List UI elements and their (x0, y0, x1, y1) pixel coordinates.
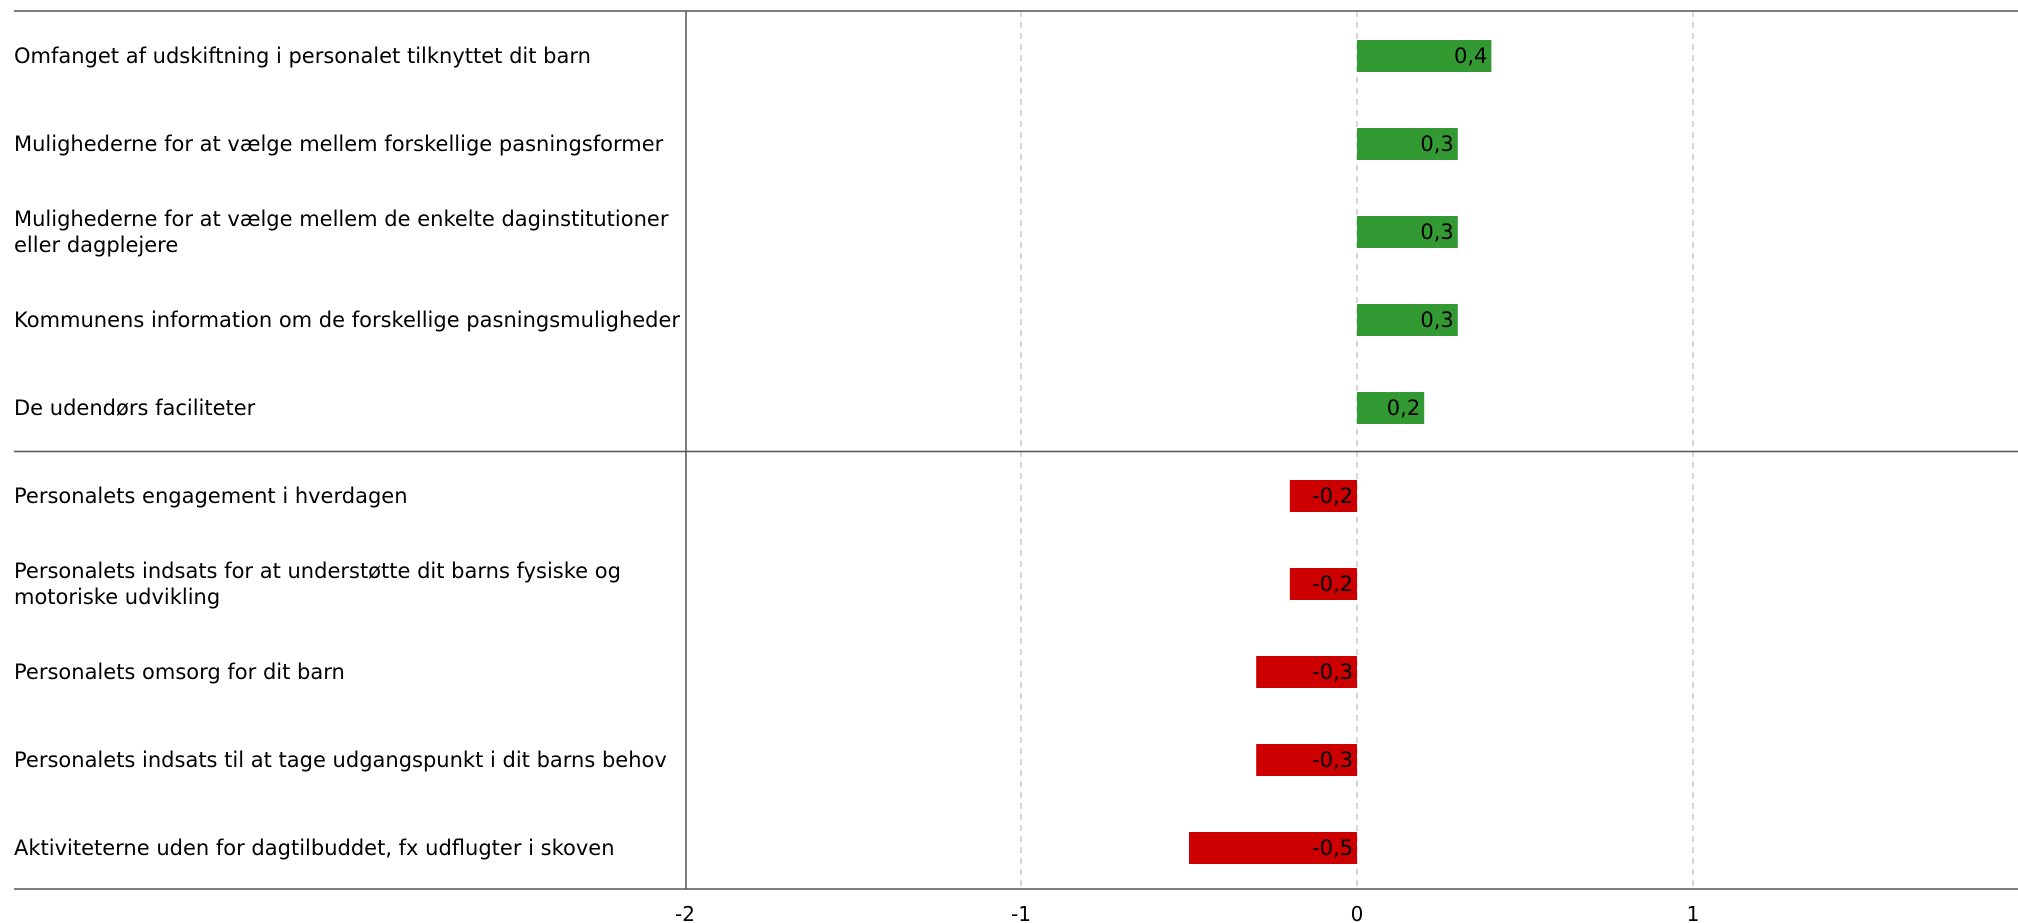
bar-value-label: -0,2 (1312, 484, 1353, 508)
category-label: Kommunens information om de forskellige … (14, 308, 681, 332)
bars (1189, 40, 1492, 864)
category-label: Personalets indsats for at understøtte d… (14, 559, 621, 609)
category-label: Mulighederne for at vælge mellem forskel… (14, 132, 664, 156)
category-label: Personalets omsorg for dit barn (14, 660, 345, 684)
bar (1357, 40, 1492, 72)
x-tick-label: -2 (675, 902, 695, 923)
bar (1357, 392, 1425, 424)
bar (1289, 568, 1357, 600)
category-label: Omfanget af udskiftning i personalet til… (14, 44, 591, 68)
bar (1256, 656, 1357, 688)
value-labels: 0,4 0,3 0,3 0,3 0,2 -0,2 -0,2 -0,3 -0,3 -0,5 (1312, 44, 1487, 860)
x-tick-label: -1 (1011, 902, 1031, 923)
category-label: Aktiviteterne uden for dagtilbuddet, fx … (14, 836, 615, 860)
bar-value-label: 0,2 (1387, 396, 1420, 420)
chart-frame (14, 10, 2018, 890)
category-label: Personalets indsats til at tage udgangsp… (14, 748, 667, 772)
bar (1357, 128, 1458, 160)
bar (1357, 304, 1458, 336)
bar-value-label: -0,2 (1312, 572, 1353, 596)
bar-value-label: 0,3 (1420, 132, 1453, 156)
category-label: Personalets engagement i hverdagen (14, 484, 408, 508)
x-tick-label: 1 (1687, 902, 1700, 923)
bar (1357, 216, 1458, 248)
x-axis-ticks: -2 -1 0 1 (675, 902, 1699, 923)
bar-value-label: 0,3 (1420, 308, 1453, 332)
bar-value-label: -0,3 (1312, 660, 1353, 684)
bar (1189, 832, 1357, 864)
bar-value-label: -0,5 (1312, 836, 1353, 860)
x-tick-label: 0 (1351, 902, 1364, 923)
bar-value-label: 0,4 (1454, 44, 1487, 68)
bar (1256, 744, 1357, 776)
category-label: Mulighederne for at vælge mellem de enke… (14, 207, 669, 257)
bar (1289, 480, 1357, 512)
category-label: De udendørs faciliteter (14, 396, 256, 420)
bar-value-label: 0,3 (1420, 220, 1453, 244)
bar-value-label: -0,3 (1312, 748, 1353, 772)
